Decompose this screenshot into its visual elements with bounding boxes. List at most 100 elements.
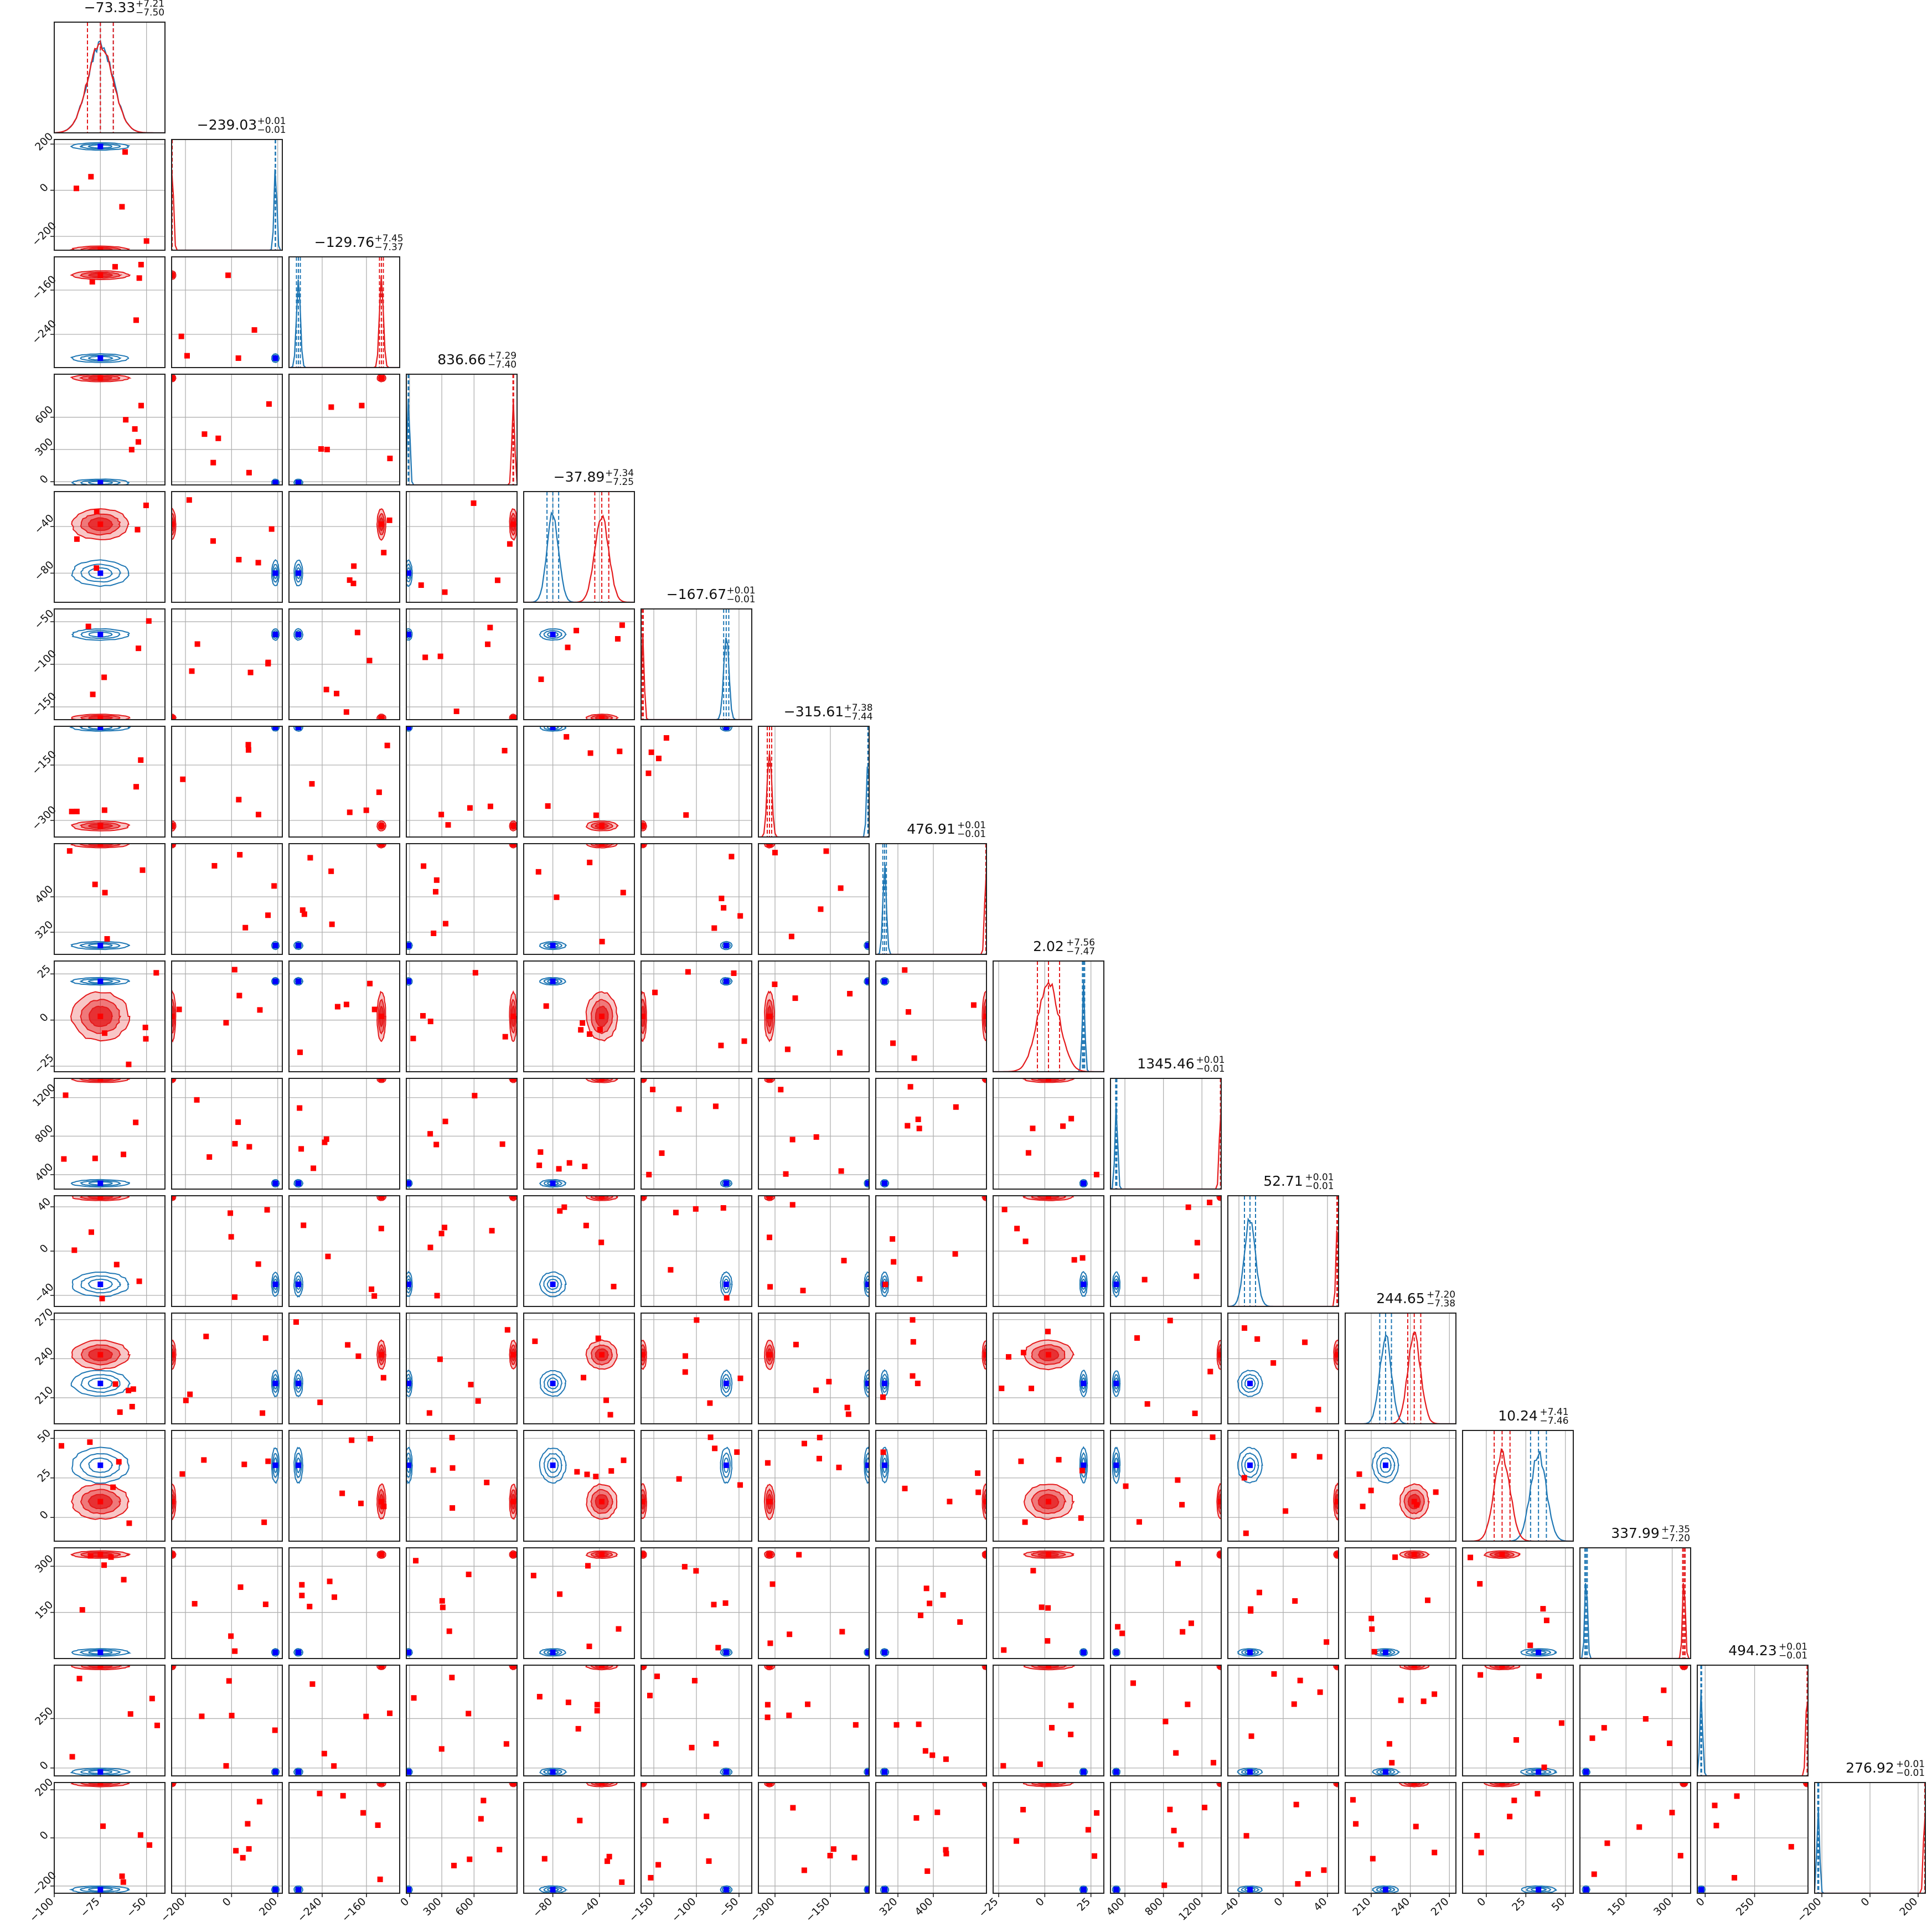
sample-marker [143,238,149,244]
contour-series-a-marker [865,1381,869,1387]
sample-marker [126,1387,132,1393]
sample-marker [340,1792,346,1799]
x-tick-label: 0 [220,1895,234,1909]
sample-marker [1136,1519,1142,1525]
sample-marker [381,1504,387,1510]
panel-9-11 [1110,1313,1222,1424]
sample-marker [620,890,626,896]
sample-marker [327,1578,333,1584]
sample-marker [796,1552,802,1558]
sample-marker [1511,1797,1517,1804]
sample-marker [88,174,94,180]
sample-marker [578,1027,584,1033]
contour-series-a [880,1767,890,1776]
contour-series-a [71,478,130,485]
sample-marker [472,970,478,976]
sample-marker [1389,1760,1395,1766]
panel-frame [54,256,166,368]
panel-frame [523,1547,635,1659]
panel-content [524,844,634,954]
panel-content [54,1548,165,1659]
sample-marker [94,565,100,571]
contour-series-b-marker [1218,1352,1221,1358]
sample-marker [722,1600,729,1606]
sample-marker [789,1202,795,1208]
panel-3-6 [406,726,518,838]
sample-marker [741,1038,747,1044]
sample-marker [1163,1718,1169,1724]
sample-marker [245,747,251,753]
panel-0-2: −240−160 [30,256,166,368]
sample-marker [380,1375,386,1381]
contour-series-a [70,142,131,151]
sample-marker [663,1817,669,1823]
panel-content [524,492,634,602]
sample-marker [187,1391,193,1397]
histogram-series-a [1580,1583,1691,1659]
sample-marker [507,541,513,547]
panel-3-12 [406,1430,518,1542]
panel-frame [1110,1665,1222,1776]
sample-marker [79,1607,85,1613]
panel-content [172,1313,282,1424]
sample-marker [87,1553,94,1559]
contour-series-a-marker [1247,1649,1253,1655]
sample-marker [449,1434,455,1440]
contour-series-b-marker [1046,1783,1051,1786]
panel-frame [171,608,283,720]
contour-series-b-marker [599,1078,605,1082]
sample-marker [1541,1764,1547,1770]
panel-title: −167.67 [667,586,726,602]
sample-marker [608,1468,614,1474]
contour-series-a [864,1768,869,1776]
panel-content [1463,1548,1573,1659]
x-tick-label: −200 [158,1895,187,1924]
panel-3-5 [406,608,518,720]
sample-marker [440,1604,446,1610]
contour-series-a [543,942,562,949]
panel-title: 476.91 [907,821,955,837]
contour-series-a-marker [550,1282,556,1287]
contour-series-b-marker [641,1783,646,1786]
contour-series-a [543,1275,562,1293]
sample-marker [297,1049,303,1055]
panel-frame [288,1195,400,1307]
sample-marker [1371,1649,1377,1655]
contour-series-a-marker [97,1887,104,1893]
sample-marker [472,1093,478,1099]
sample-marker [127,1711,133,1717]
sample-marker [58,1443,64,1449]
sample-marker [1094,1810,1100,1816]
panel-frame [1227,1430,1339,1542]
sample-marker [1248,1733,1254,1739]
contour-series-a [87,1887,114,1892]
sample-marker [211,862,218,869]
sample-marker [89,278,95,285]
sample-marker [376,789,382,795]
contour-series-a [293,1271,303,1298]
contour-series-b-marker [599,1665,605,1669]
contour-series-b-marker [97,1014,104,1019]
contour-series-a-marker [97,978,104,984]
sample-marker [1270,1360,1277,1366]
sample-marker [387,456,393,462]
contour-series-a [880,1447,890,1484]
sample-marker [245,742,251,748]
panel-frame [523,608,635,720]
panel-content [406,1313,517,1424]
sample-marker [1295,1881,1301,1887]
panel-3-7 [406,843,518,955]
sample-marker [1171,1827,1177,1833]
title-minus: −7.25 [605,477,634,488]
panel-6-14 [758,1665,870,1776]
sample-marker [450,1465,456,1471]
contour-series-b-marker [599,1196,605,1200]
contour-series-a [80,1886,121,1893]
contour-series-a-marker [272,1282,278,1287]
contour-series-b-marker [97,375,104,381]
sample-marker [593,1474,599,1480]
panel-content [524,1196,634,1306]
sample-marker [122,149,128,155]
